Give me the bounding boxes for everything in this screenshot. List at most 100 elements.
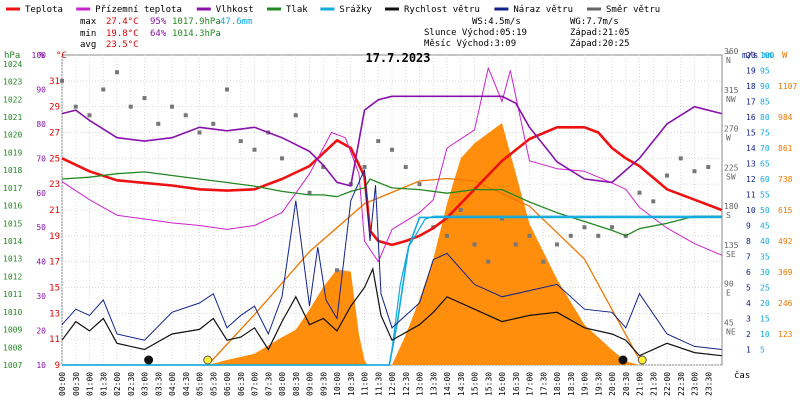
wind-direction-point (637, 190, 642, 195)
solar-tick-label: 984 (778, 113, 793, 122)
rain-tick-label: 90 (760, 82, 770, 91)
unit-ms: m/s (742, 51, 758, 61)
direction-tick-value: 270 (724, 125, 739, 134)
x-tick-label: 05:30 (209, 372, 218, 396)
x-tick-label: 04:00 (168, 372, 177, 396)
direction-tick-value: 90 (724, 280, 734, 289)
x-tick-label: 01:00 (86, 372, 95, 396)
rain-tick-label: 25 (760, 284, 770, 293)
temp-tick-label: 27 (49, 129, 60, 139)
x-tick-label: 07:30 (264, 372, 273, 396)
wind-direction-point (211, 121, 216, 126)
stat-moon-set: Západ:20:25 (570, 39, 630, 49)
pressure-tick-label: 1023 (3, 78, 22, 87)
wind-speed-line (61, 266, 722, 357)
x-tick-label: 20:00 (608, 372, 617, 396)
wind-direction-point (321, 164, 326, 169)
legend-label: Náraz větru (513, 5, 573, 15)
pressure-tick-label: 1011 (3, 290, 22, 299)
rain-total-line (62, 215, 722, 366)
pressure-tick-label: 1017 (3, 184, 22, 193)
unit-hpa: hPa (4, 51, 20, 61)
stat-min-temp: 19.8°C (106, 29, 139, 39)
temp-tick-label: 29 (49, 103, 60, 113)
x-tick-label: 21:00 (636, 372, 645, 396)
rain-tick-label: 70 (760, 144, 770, 153)
wind-speed-tick-label: 9 (746, 222, 751, 231)
rain-tick-label: 65 (760, 160, 770, 169)
humidity-tick-label: 60 (36, 189, 46, 198)
unit-x: čas (734, 370, 750, 381)
solar-tick-label: 738 (778, 175, 793, 184)
temp-tick-label: 11 (49, 335, 60, 345)
humidity-tick-label: 30 (36, 292, 46, 301)
x-tick-label: 07:00 (251, 372, 260, 396)
x-tick-label: 16:30 (512, 372, 521, 396)
x-tick-label: 11:00 (361, 372, 370, 396)
wind-direction-point (527, 233, 532, 238)
series-line (61, 171, 722, 237)
wind-direction-point (445, 233, 449, 238)
rain-tick-label: 100 (760, 51, 775, 60)
rain-tick-label: 85 (760, 98, 770, 107)
x-tick-label: 19:00 (581, 372, 590, 396)
wind-speed-tick-label: 14 (746, 144, 756, 153)
wind-direction-point (541, 259, 546, 264)
wind-direction-point (115, 70, 119, 75)
sun-event-marker (637, 355, 647, 365)
direction-tick-value: 180 (724, 202, 739, 211)
x-tick-label: 18:00 (553, 372, 562, 396)
series-lines-layer (61, 67, 723, 366)
x-tick-label: 23:30 (704, 372, 713, 396)
wind-direction-point (472, 242, 477, 247)
wind-direction-point (73, 104, 78, 109)
wind-direction-point (280, 156, 284, 161)
x-tick-label: 20:30 (622, 372, 631, 396)
wind-direction-point (307, 190, 312, 195)
stats-block: max 27.4°C 95% 1017.9hPa 47.6mm min 19.8… (80, 17, 630, 50)
temp-tick-label: 15 (49, 284, 60, 294)
stat-moon: Měsíc Východ:3:09 (424, 39, 516, 49)
wind-direction-point (513, 242, 518, 247)
x-tick-label: 21:30 (649, 372, 658, 396)
humidity-tick-label: 10 (36, 361, 46, 370)
wind-direction-point (238, 139, 243, 144)
x-tick-label: 04:30 (182, 372, 191, 396)
wind-speed-tick-label: 12 (746, 175, 756, 184)
wind-direction-point (252, 147, 257, 152)
stat-avg-temp: 23.5°C (106, 40, 139, 50)
stat-max-label: max (80, 17, 97, 27)
wind-speed-tick-label: 4 (746, 299, 751, 308)
moon-event-marker (618, 355, 628, 365)
legend-label: Přízemní teplota (95, 5, 182, 15)
pressure-tick-label: 1022 (3, 95, 22, 104)
pressure-tick-label: 1024 (3, 60, 22, 69)
axes-layer: 00:00 00:30 01:00 01:30 02:00 02:30 03:00 03:30… (3, 47, 797, 396)
sun-elevation-curve (207, 177, 643, 366)
x-tick-label: 08:00 (278, 372, 287, 396)
rain-tick-label: 40 (760, 237, 770, 246)
rain-tick-label: 50 (760, 206, 770, 215)
direction-tick-compass: SW (726, 172, 736, 181)
x-tick-label: 03:30 (154, 372, 163, 396)
wind-direction-point (376, 139, 381, 144)
x-tick-label: 01:30 (99, 372, 108, 396)
wind-speed-tick-label: 13 (746, 160, 756, 169)
temp-tick-label: 21 (49, 206, 60, 216)
wind-gust-line (61, 169, 722, 350)
x-tick-label: 03:00 (141, 372, 150, 396)
x-tick-label: 10:30 (347, 372, 356, 396)
stat-avg-label: avg (80, 40, 96, 50)
moon-event-marker (144, 355, 154, 365)
solar-tick-label: 369 (778, 268, 793, 277)
humidity-tick-label: 90 (36, 85, 46, 94)
x-tick-label: 09:30 (319, 372, 328, 396)
wind-direction-point (596, 233, 601, 238)
unit-pct: % (39, 51, 45, 61)
rain-tick-label: 60 (760, 175, 770, 184)
stat-max-hum: 95% (150, 17, 167, 27)
legend-label: Rychlost větru (404, 5, 480, 15)
wind-speed-tick-label: 11 (746, 191, 756, 200)
legend-label: Teplota (25, 5, 63, 15)
x-tick-label: 17:00 (526, 372, 535, 396)
